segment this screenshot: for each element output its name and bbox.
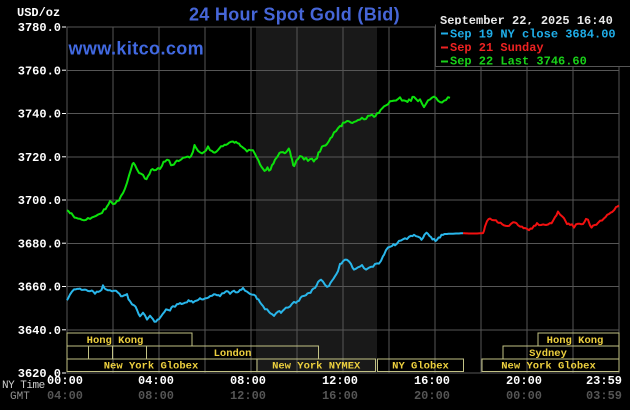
svg-text:00:00: 00:00 (506, 389, 542, 403)
svg-text:23:59: 23:59 (586, 374, 622, 388)
svg-text:Hong Kong: Hong Kong (87, 335, 144, 347)
svg-text:08:00: 08:00 (138, 389, 174, 403)
svg-text:24 Hour Spot Gold (Bid): 24 Hour Spot Gold (Bid) (189, 5, 400, 25)
svg-text:3680.0: 3680.0 (18, 237, 61, 251)
svg-text:NY Globex: NY Globex (392, 361, 449, 373)
svg-text:New York Globex: New York Globex (501, 361, 596, 373)
svg-text:3620.0: 3620.0 (18, 367, 61, 381)
svg-text:3660.0: 3660.0 (18, 281, 61, 295)
svg-text:Sydney: Sydney (529, 348, 568, 360)
svg-text:20:00: 20:00 (506, 374, 542, 388)
svg-text:3780.0: 3780.0 (18, 21, 61, 35)
svg-text:London: London (214, 348, 252, 360)
svg-text:04:00: 04:00 (47, 389, 83, 403)
svg-text:03:59: 03:59 (586, 389, 622, 403)
svg-text:3720.0: 3720.0 (18, 151, 61, 165)
svg-text:16:00: 16:00 (414, 374, 450, 388)
svg-text:Sep 22 Last 3746.60: Sep 22 Last 3746.60 (450, 55, 587, 69)
svg-text:3640.0: 3640.0 (18, 324, 61, 338)
svg-text:New York NYMEX: New York NYMEX (272, 361, 361, 373)
svg-text:00:00: 00:00 (47, 374, 83, 388)
svg-text:3700.0: 3700.0 (18, 194, 61, 208)
svg-text:Sep 19 NY close 3684.00: Sep 19 NY close 3684.00 (450, 28, 616, 42)
svg-text:www.kitco.com: www.kitco.com (68, 39, 205, 59)
svg-text:New York Globex: New York Globex (104, 361, 199, 373)
svg-text:GMT: GMT (10, 391, 30, 403)
svg-text:04:00: 04:00 (138, 374, 174, 388)
svg-text:3760.0: 3760.0 (18, 65, 61, 79)
svg-text:12:00: 12:00 (230, 389, 266, 403)
svg-text:Sep 21 Sunday: Sep 21 Sunday (450, 41, 544, 55)
svg-text:Hong Kong: Hong Kong (547, 335, 604, 347)
svg-text:16:00: 16:00 (322, 389, 358, 403)
svg-text:12:00: 12:00 (322, 374, 358, 388)
svg-text:08:00: 08:00 (230, 374, 266, 388)
svg-text:3740.0: 3740.0 (18, 108, 61, 122)
svg-text:NY Time: NY Time (2, 380, 45, 392)
svg-text:USD/oz: USD/oz (17, 6, 60, 20)
svg-text:20:00: 20:00 (414, 389, 450, 403)
